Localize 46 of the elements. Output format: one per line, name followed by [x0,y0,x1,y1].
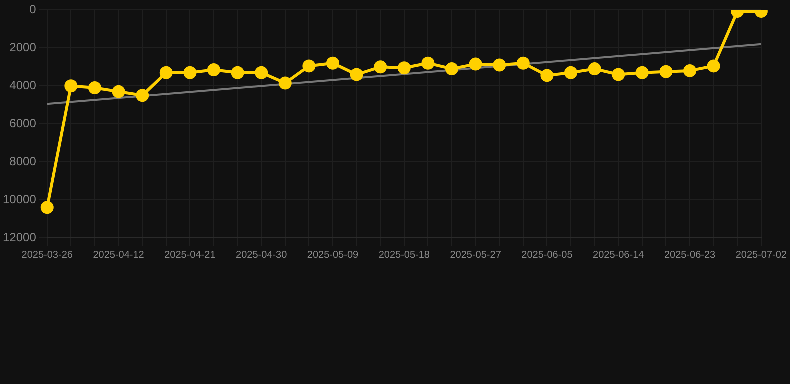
point [612,68,626,82]
x-tick-label: 2025-06-23 [664,250,716,261]
point [636,66,649,80]
point [660,65,673,78]
y-tick-label: 8000 [10,154,37,168]
x-tick-label: 2025-07-02 [736,250,788,261]
point [302,60,316,73]
y-tick-label: 0 [30,2,37,17]
y-tick-label: 4000 [10,78,37,92]
x-tick-label: 2025-06-05 [522,250,574,261]
point [207,64,220,76]
y-tick-label: 6000 [10,116,37,130]
x-tick-label: 2025-03-26 [22,250,74,261]
x-tick-label: 2025-04-21 [164,250,216,261]
point [707,60,720,73]
x-tick-label: 2025-04-12 [93,250,145,261]
point [160,66,173,80]
point [564,66,578,80]
point [255,66,268,80]
point [374,60,388,74]
point [588,62,602,76]
point [446,62,458,76]
point [540,69,554,82]
point [422,56,435,70]
y-tick-label: 12000 [2,230,37,244]
point [516,56,530,70]
x-tick-label: 2025-05-27 [450,250,502,261]
point [184,66,197,80]
point [136,89,150,102]
x-tick-label: 2025-04-30 [236,250,288,261]
point [64,80,78,93]
point [112,85,126,98]
point [398,62,411,75]
point [231,66,244,80]
point [326,56,340,70]
point [88,82,102,95]
point [493,58,506,72]
x-tick-label: 2025-05-09 [307,250,360,261]
x-tick-label: 2025-05-18 [378,250,430,261]
y-tick-label: 10000 [2,192,37,206]
point [684,64,697,78]
x-tick-label: 2025-06-14 [593,250,645,261]
y-tick-label: 2000 [10,40,37,54]
point [350,68,364,82]
point [469,58,482,71]
point [278,76,292,90]
